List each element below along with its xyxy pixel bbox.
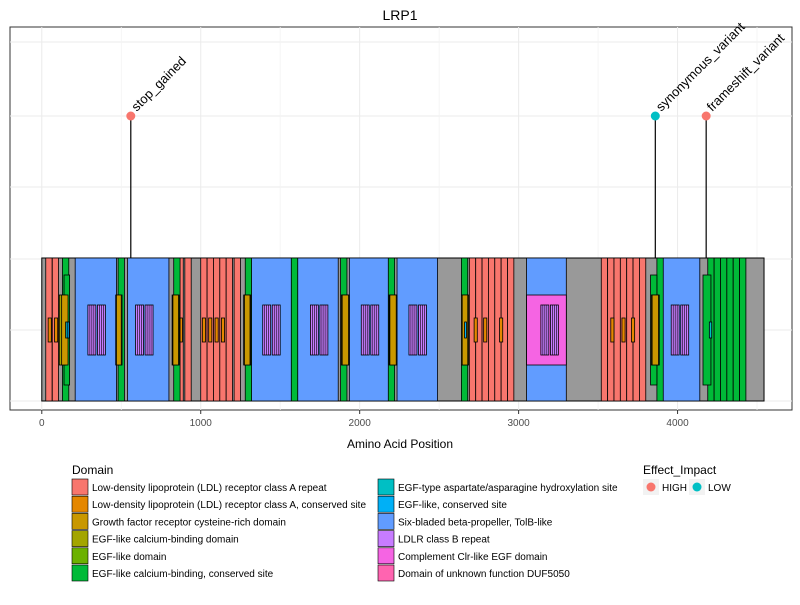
domain-block [499,317,504,343]
domain-block [214,317,219,343]
domain-block [631,317,636,343]
impact-legend-key [646,482,656,492]
domain-block [488,257,496,402]
domain-block [201,317,206,343]
domain-block [483,317,488,343]
domain-block [720,257,728,402]
domain-block [507,257,515,402]
domain-legend-label: Six-bladed beta-propeller, TolB-like [398,517,553,528]
x-tick-label: 3000 [507,418,530,429]
domain-block [473,317,478,343]
domain-legend-key [377,495,395,513]
impact-legend-title: Effect_Impact [643,463,717,477]
domain-block [651,294,659,366]
domain-legend-key [71,478,89,496]
domain-block [600,257,609,402]
domain-block [179,317,183,343]
domain-legend-key [71,495,89,513]
x-axis-label: Amino Acid Position [347,437,453,451]
domain-block [47,317,52,343]
domain-block [739,257,747,402]
domain-legend-label: EGF-type aspartate/asparagine hydroxylat… [398,483,618,494]
domain-legend-label: Complement Clr-like EGF domain [398,552,548,563]
impact-legend: Effect_Impact HIGH LOW [643,463,731,495]
domain-block [233,257,241,402]
impact-legend-key [692,482,702,492]
domain-block [639,257,647,402]
domain-legend-label: Growth factor receptor cysteine-rich dom… [92,517,286,528]
domain-legend-key [377,530,395,547]
domain-legend-label: EGF-like, conserved site [398,500,507,511]
domain-legend: Domain Low-density lipoprotein (LDL) rec… [71,463,618,582]
domain-block [464,321,467,339]
domain-block [341,294,349,366]
domain-block [66,321,70,339]
domain-block [713,257,721,402]
domain-legend-key [71,513,89,530]
domain-block [116,294,122,366]
domain-legend-label: EGF-like domain [92,552,166,563]
domain-block [732,257,740,402]
domain-legend-key [377,564,395,582]
domain-block [290,257,299,402]
domain-legend-key [71,547,89,565]
domain-legend-key [377,513,395,530]
domain-legend-key [377,547,395,565]
domain-block [389,294,397,366]
domain-legend-label: Low-density lipoprotein (LDL) receptor c… [92,483,327,494]
impact-legend-label: LOW [708,483,731,494]
plot-panel: stop_gained synonymous_variantframeshift_… [9,19,793,411]
domain-legend-key [377,478,395,496]
mutation-point [126,111,136,121]
domain-legend-label: Low-density lipoprotein (LDL) receptor c… [92,500,366,511]
domain-block [225,257,233,402]
mutation-point [701,111,711,121]
domain-block [184,257,192,402]
domain-legend-label: Domain of unknown function DUF5050 [398,569,570,580]
domain-legend-key [71,564,89,582]
chart-title: LRP1 [382,7,417,23]
domain-legend-key [71,530,89,547]
domain-block [621,317,626,343]
domain-block [613,257,621,402]
domain-legend-label: LDLR class B repeat [398,535,490,546]
impact-legend-label: HIGH [662,483,687,494]
x-tick-label: 1000 [190,418,213,429]
domain-blocks [45,257,747,402]
domain-legend-label: EGF-like calcium-binding, conserved site [92,569,274,580]
domain-block [610,317,615,343]
domain-block [220,317,225,343]
domain-block [726,257,734,402]
domain-block [54,317,59,343]
x-tick-label: 4000 [666,418,689,429]
domain-block [708,321,713,339]
domain-block [172,294,179,366]
x-axis: 0 1000 2000 3000 4000 [39,410,689,429]
domain-legend-label: EGF-like calcium-binding domain [92,535,239,546]
domain-block [208,317,213,343]
mutation-point [650,111,660,121]
domain-block [244,294,251,366]
x-tick-label: 0 [39,418,45,429]
domain-legend-title: Domain [72,463,113,477]
x-tick-label: 2000 [349,418,372,429]
